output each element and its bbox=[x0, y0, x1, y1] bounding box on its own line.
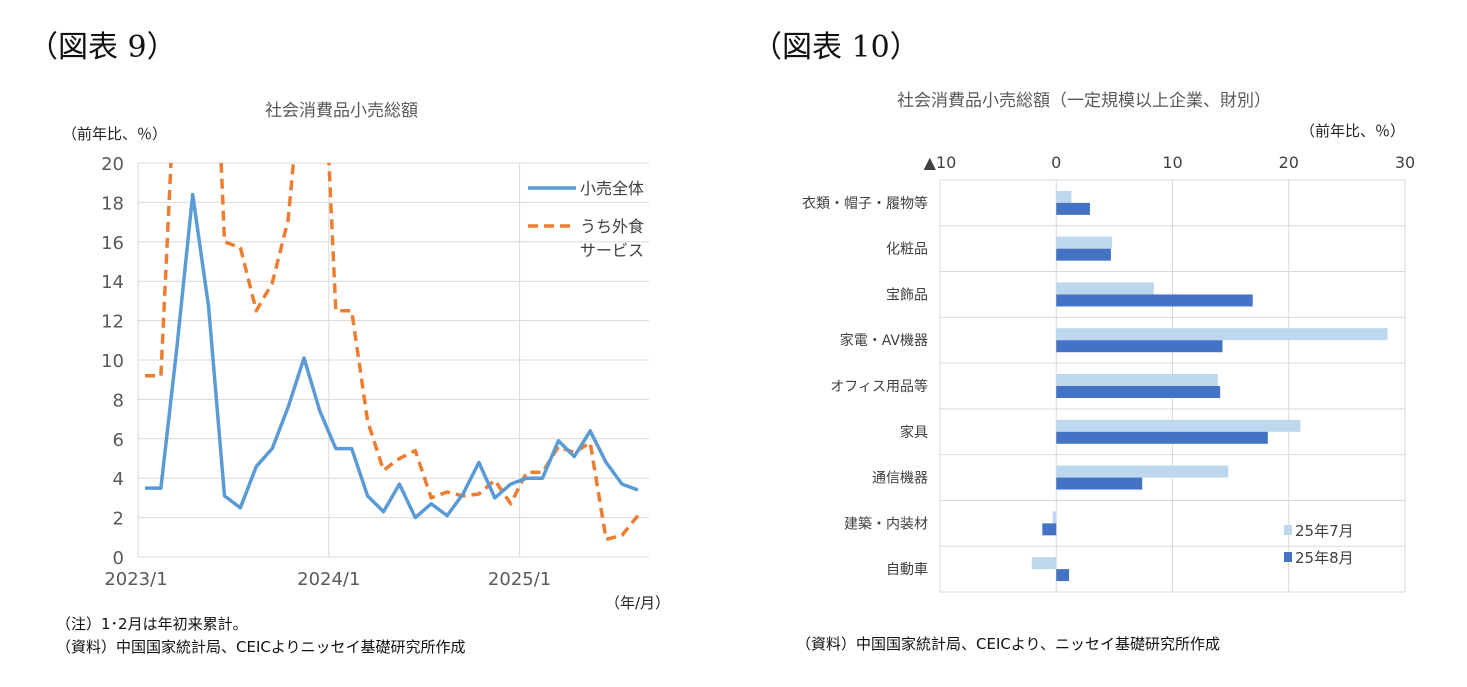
bar-aug bbox=[1056, 294, 1253, 307]
category-label: 家具 bbox=[900, 424, 928, 441]
bar-jul bbox=[1056, 328, 1388, 341]
bar-jul bbox=[1056, 236, 1113, 249]
y-tick-label: 6 bbox=[113, 430, 124, 451]
source-right: （資料）中国国家統計局、CEICより、ニッセイ基礎研究所作成 bbox=[796, 635, 1220, 653]
y-tick-label: 4 bbox=[113, 469, 124, 490]
y-tick-label: 10 bbox=[101, 351, 124, 372]
bar-aug bbox=[1056, 477, 1143, 490]
bar-jul bbox=[1052, 511, 1057, 524]
legend-label-retail-total: 小売全体 bbox=[580, 179, 644, 198]
y-tick-label: 20 bbox=[101, 154, 124, 175]
y-tick-label: 0 bbox=[113, 548, 124, 569]
x-tick-label: 2024/1 bbox=[297, 569, 360, 590]
legend-swatch bbox=[1284, 552, 1292, 562]
bar-jul bbox=[1056, 282, 1154, 295]
y-tick-label: 16 bbox=[101, 233, 124, 254]
category-label: 通信機器 bbox=[872, 471, 928, 487]
legend-label: 25年8月 bbox=[1295, 549, 1354, 567]
bar-aug bbox=[1056, 431, 1268, 444]
bar-aug bbox=[1056, 202, 1090, 215]
bar-aug bbox=[1056, 386, 1221, 398]
y-tick-label: 2 bbox=[113, 509, 124, 530]
y-unit-left: （前年比、％） bbox=[62, 125, 168, 143]
x-tick-label: 2023/1 bbox=[104, 569, 167, 590]
category-label: 宝飾品 bbox=[886, 287, 928, 303]
category-label: 自動車 bbox=[886, 561, 928, 578]
y-tick-label: 12 bbox=[101, 312, 124, 333]
category-label: オフィス用品等 bbox=[830, 378, 928, 395]
legend-label-food-service-2: サービス bbox=[580, 241, 644, 260]
category-label: 建築・内装材 bbox=[844, 516, 928, 532]
x-tick-label: 30 bbox=[1395, 153, 1415, 172]
y-tick-label: 8 bbox=[113, 390, 124, 411]
line-chart: 0 2 4 6 8 10 12 14 16 18 20 2023/1 2024/1 2025/1 小売全体う… bbox=[101, 154, 649, 590]
y-tick-label: 14 bbox=[101, 272, 124, 293]
bar-jul bbox=[1056, 190, 1072, 203]
bar-aug bbox=[1042, 523, 1057, 536]
x-tick-label: 0 bbox=[1051, 153, 1061, 172]
x-unit-left: （年/月） bbox=[605, 594, 671, 612]
x-tick-label: ▲10 bbox=[924, 153, 957, 172]
bar-aug bbox=[1056, 248, 1111, 261]
bar-jul bbox=[1031, 557, 1057, 570]
category-label: 家電・AV機器 bbox=[840, 332, 928, 349]
bar-jul bbox=[1056, 465, 1229, 478]
series-line-food-service bbox=[145, 163, 640, 542]
chart-title-left: 社会消費品小売総額 bbox=[265, 101, 418, 121]
note-left: （注）1･2月は年初来累計。 bbox=[56, 615, 248, 633]
bar-aug bbox=[1056, 569, 1070, 582]
figure-label-10: （図表 10） bbox=[752, 30, 920, 65]
category-label: 衣類・帽子・履物等 bbox=[802, 195, 928, 212]
bar-aug bbox=[1056, 340, 1223, 353]
y-tick-label: 18 bbox=[101, 193, 124, 214]
legend-label: 25年7月 bbox=[1295, 522, 1354, 540]
source-left: （資料）中国国家統計局、CEICよりニッセイ基礎研究所作成 bbox=[56, 638, 466, 656]
bar-jul bbox=[1056, 374, 1218, 386]
x-tick-label: 2025/1 bbox=[488, 569, 551, 590]
figure-label-9: （図表 9） bbox=[28, 30, 177, 65]
x-tick-label: 20 bbox=[1279, 153, 1299, 172]
bar-chart: ▲10 0 10 20 30 衣類・帽子・履物等化粧品宝飾品家電・AV機器オフィス用品等家… bbox=[802, 153, 1415, 593]
legend: 25年7月 25年8月 bbox=[1284, 522, 1354, 567]
x-tick-label: 10 bbox=[1162, 153, 1182, 172]
x-unit-right: （前年比、％） bbox=[1300, 122, 1406, 140]
legend-swatch bbox=[1284, 525, 1292, 535]
category-label: 化粧品 bbox=[886, 242, 928, 258]
bar-jul bbox=[1056, 419, 1301, 432]
chart-title-right: 社会消費品小売総額（一定規模以上企業、財別） bbox=[897, 91, 1271, 111]
series-line-retail-total bbox=[145, 192, 639, 520]
legend-label-food-service: うち外食 bbox=[580, 217, 644, 236]
